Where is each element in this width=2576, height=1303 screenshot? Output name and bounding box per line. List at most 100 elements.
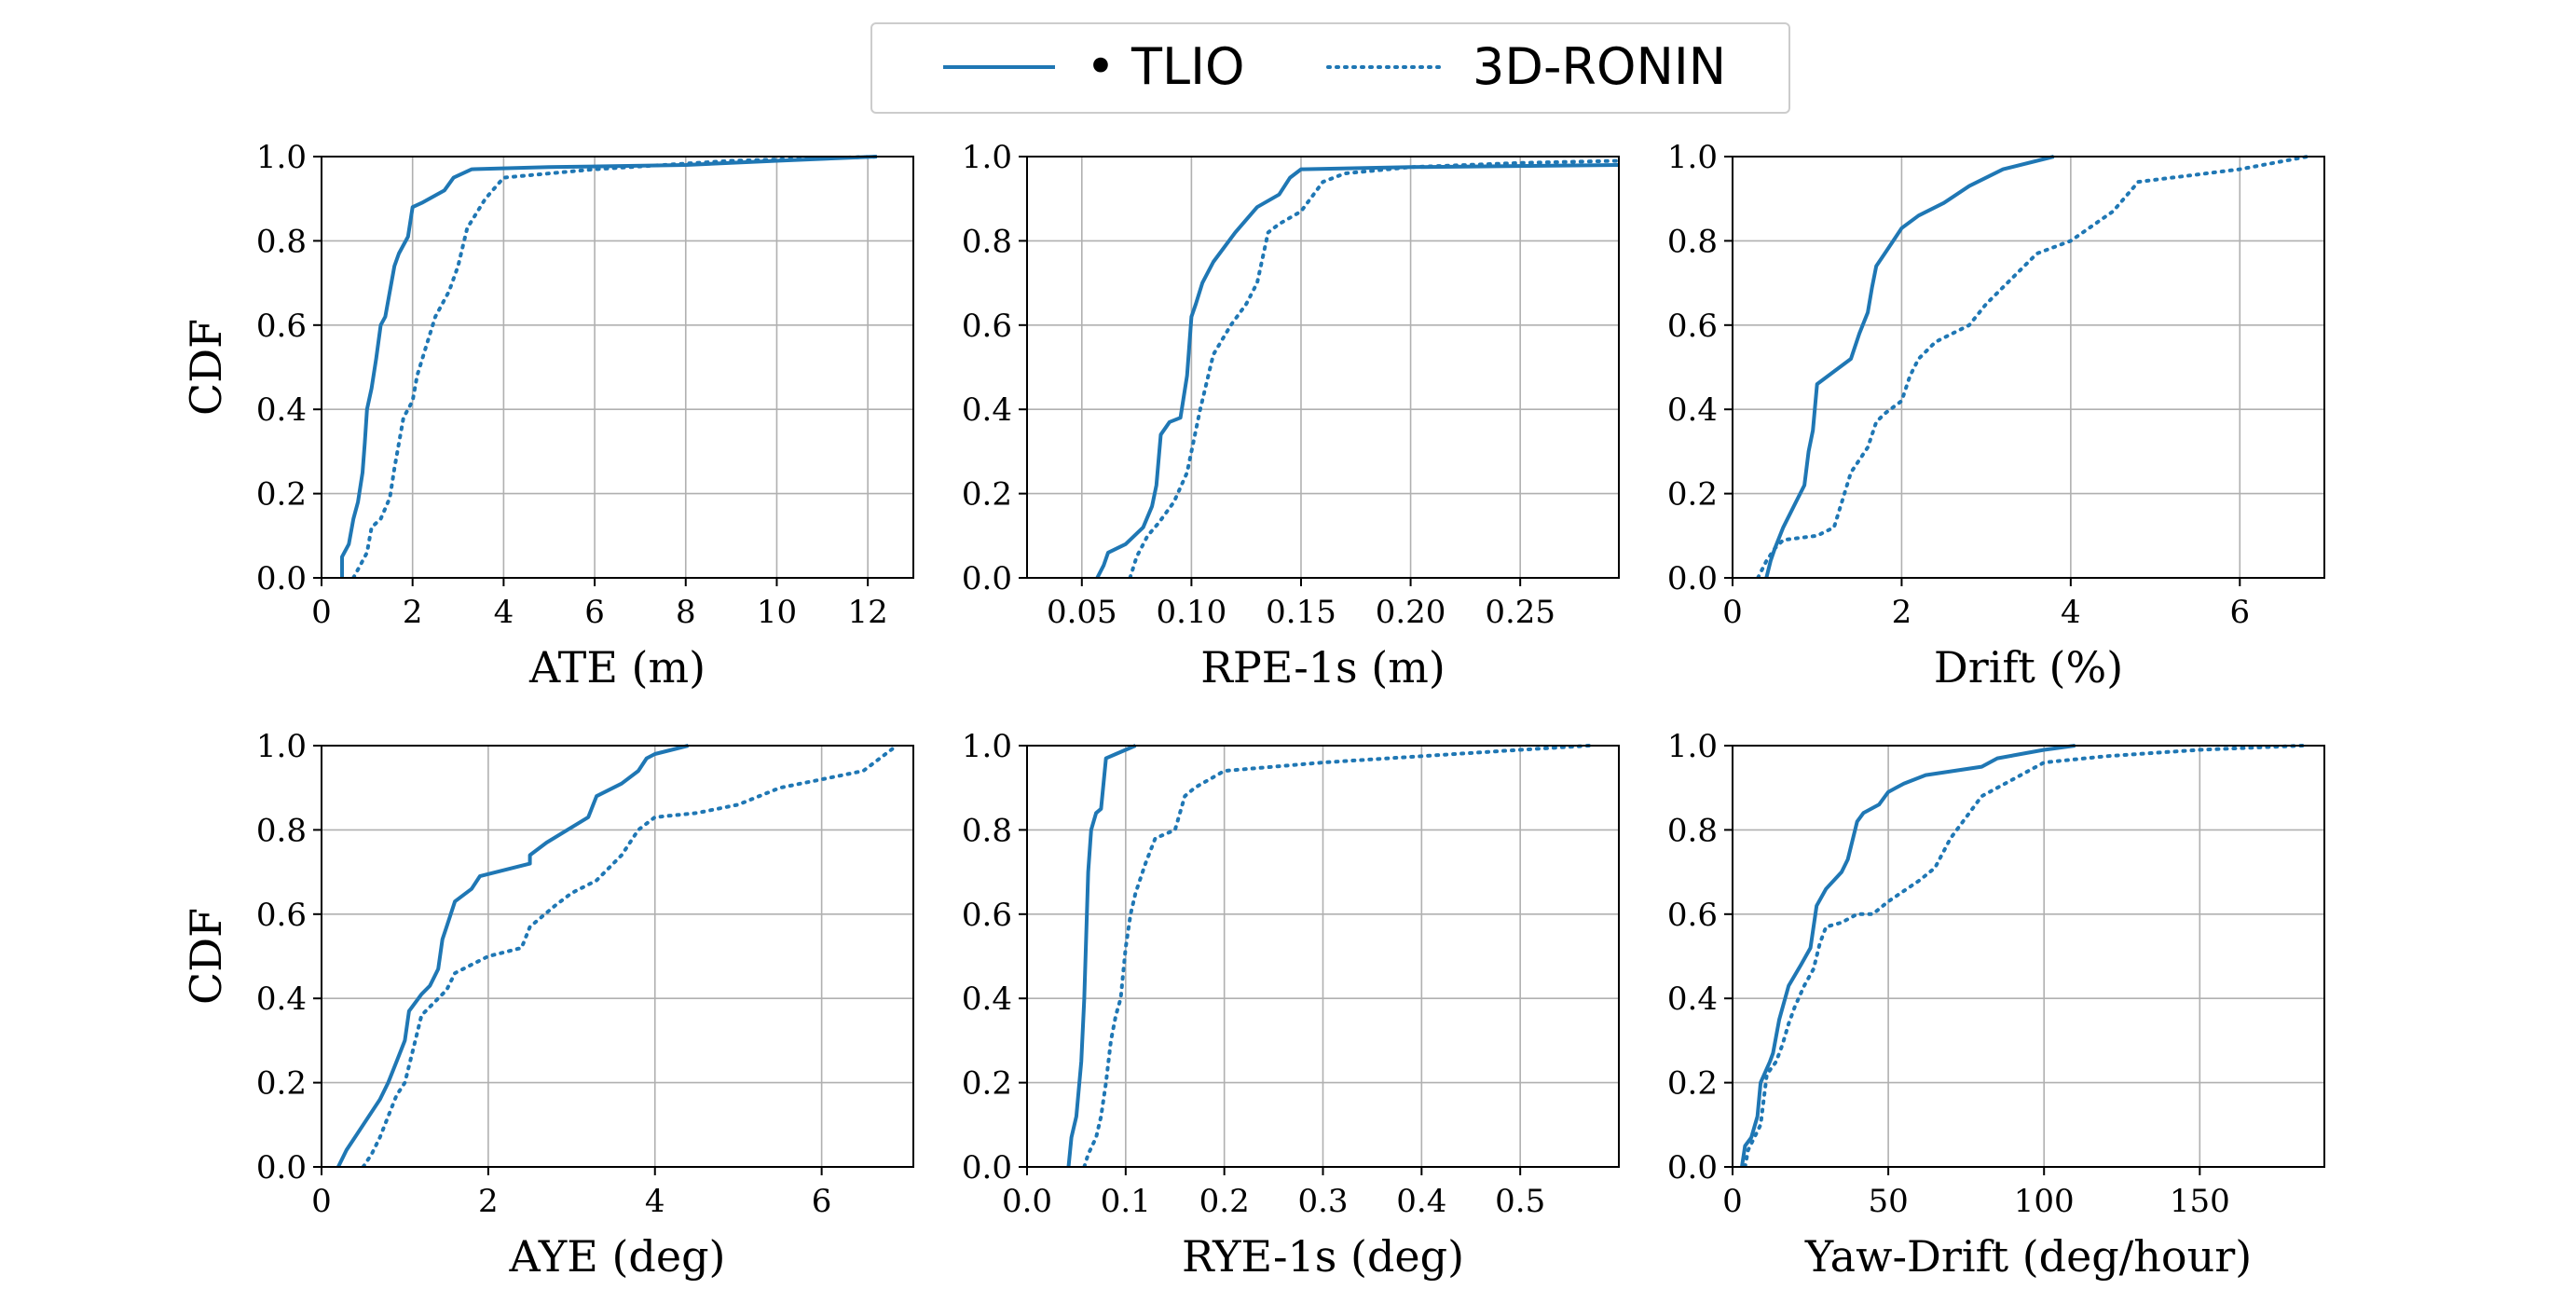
subplot-6: 0 50 100 150 0.0 0.2 0.4 0.6 0.8 1.0 Yaw-Drift (de… bbox=[1667, 728, 2325, 1282]
y-tick-label: 0.8 bbox=[1667, 223, 1718, 260]
x-tick-label: 100 bbox=[2014, 1183, 2075, 1220]
subplot-1: 0 2 4 6 8 10 12 0.0 0.2 0.4 0.6 0.8 1.0 ATE (m) CDF bbox=[181, 139, 914, 693]
y-tick-label: 0.8 bbox=[256, 223, 307, 260]
x-tick-label: 8 bbox=[676, 594, 696, 631]
legend-label-ronin: 3D-RONIN bbox=[1473, 37, 1726, 96]
y-tick-label: 0.0 bbox=[1667, 560, 1718, 597]
y-tick-label: 0.0 bbox=[962, 1149, 1012, 1186]
series-line-tlio bbox=[1740, 744, 2076, 1167]
y-tick-label: 0.0 bbox=[256, 560, 307, 597]
y-tick-label: 0.2 bbox=[256, 1065, 307, 1103]
x-tick-label: 0.0 bbox=[1002, 1183, 1052, 1220]
x-tick-label: 0 bbox=[1722, 594, 1743, 631]
x-tick-label: 0 bbox=[311, 1183, 332, 1220]
x-tick-label: 4 bbox=[494, 594, 514, 631]
axes-frame bbox=[321, 156, 914, 579]
axes-frame bbox=[1732, 156, 2325, 579]
y-tick-label: 0.8 bbox=[1667, 812, 1718, 849]
x-tick-label: 0 bbox=[311, 594, 332, 631]
series-line-3d-ronin bbox=[1756, 155, 2309, 578]
y-tick-label: 0.0 bbox=[1667, 1149, 1718, 1186]
y-tick-label: 0.2 bbox=[1667, 476, 1718, 514]
y-tick-label: 0.0 bbox=[256, 1149, 307, 1186]
y-tick-label: 1.0 bbox=[1667, 139, 1718, 176]
y-tick-label: 0.8 bbox=[962, 223, 1012, 260]
y-tick-label: 0.4 bbox=[962, 981, 1012, 1018]
x-tick-label: 4 bbox=[2061, 594, 2081, 631]
subplot-4: 0 2 4 6 0.0 0.2 0.4 0.6 0.8 1.0 AYE (deg) CDF bbox=[181, 728, 914, 1282]
y-tick-label: 0.4 bbox=[1667, 391, 1718, 429]
x-axis-label: AYE (deg) bbox=[509, 1231, 726, 1282]
x-axis-label: RYE-1s (deg) bbox=[1182, 1231, 1464, 1282]
x-tick-label: 0.10 bbox=[1157, 594, 1227, 631]
x-axis-label: Yaw-Drift (deg/hour) bbox=[1804, 1231, 2252, 1282]
legend-label-tlio: • TLIO bbox=[1086, 37, 1245, 96]
legend: • TLIO 3D-RONIN bbox=[870, 22, 1790, 114]
y-tick-label: 0.2 bbox=[1667, 1065, 1718, 1103]
y-tick-label: 0.4 bbox=[1667, 981, 1718, 1018]
x-tick-label: 0.05 bbox=[1047, 594, 1117, 631]
x-tick-label: 6 bbox=[812, 1183, 832, 1220]
y-tick-label: 1.0 bbox=[256, 139, 307, 176]
y-tick-label: 0.0 bbox=[962, 560, 1012, 597]
y-tick-label: 0.4 bbox=[256, 981, 307, 1018]
y-tick-label: 0.6 bbox=[1667, 897, 1718, 934]
series-line-3d-ronin bbox=[1743, 744, 2305, 1167]
x-tick-label: 0.25 bbox=[1485, 594, 1555, 631]
series-line-3d-ronin bbox=[351, 155, 884, 578]
series-line-tlio bbox=[340, 155, 877, 578]
axes-frame bbox=[1026, 156, 1620, 579]
subplot-2: 0.05 0.10 0.15 0.20 0.25 0.0 0.2 0.4 0.6 0.8 1.0 RP… bbox=[962, 139, 1620, 693]
x-tick-label: 0.5 bbox=[1495, 1183, 1545, 1220]
y-tick-label: 0.8 bbox=[962, 812, 1012, 849]
y-tick-label: 0.6 bbox=[256, 897, 307, 934]
x-axis-label: RPE-1s (m) bbox=[1200, 642, 1446, 693]
panels: 0 2 4 6 8 10 12 0.0 0.2 0.4 0.6 0.8 1.0 ATE (m) CDF 0.0… bbox=[181, 139, 2325, 1282]
subplot-3: 0 2 4 6 0.0 0.2 0.4 0.6 0.8 1.0 Drift (%) bbox=[1667, 139, 2325, 693]
y-tick-label: 0.4 bbox=[962, 391, 1012, 429]
axes-frame bbox=[321, 745, 914, 1168]
series-line-tlio bbox=[1764, 155, 2055, 578]
x-tick-label: 4 bbox=[645, 1183, 665, 1220]
y-tick-label: 1.0 bbox=[962, 139, 1012, 176]
series-line-3d-ronin bbox=[361, 744, 899, 1167]
x-tick-label: 2 bbox=[1892, 594, 1912, 631]
y-tick-label: 0.2 bbox=[962, 1065, 1012, 1103]
x-tick-label: 6 bbox=[2229, 594, 2250, 631]
y-tick-label: 1.0 bbox=[256, 728, 307, 765]
x-axis-label: Drift (%) bbox=[1934, 642, 2123, 693]
x-tick-label: 0.1 bbox=[1101, 1183, 1151, 1220]
y-tick-label: 0.6 bbox=[1667, 308, 1718, 345]
axes-frame bbox=[1026, 745, 1620, 1168]
y-axis-label: CDF bbox=[181, 319, 231, 416]
x-axis-label: ATE (m) bbox=[528, 642, 706, 693]
x-tick-label: 6 bbox=[584, 594, 605, 631]
x-tick-label: 150 bbox=[2170, 1183, 2230, 1220]
series-line-3d-ronin bbox=[1128, 158, 1619, 578]
y-axis-label: CDF bbox=[181, 908, 231, 1005]
subplot-5: 0.0 0.1 0.2 0.3 0.4 0.5 0.0 0.2 0.4 0.6 0.8 1.0 RYE-… bbox=[962, 728, 1620, 1282]
x-tick-label: 0.3 bbox=[1297, 1183, 1348, 1220]
axes-frame bbox=[1732, 745, 2325, 1168]
series-line-3d-ronin bbox=[1082, 744, 1592, 1167]
x-tick-label: 50 bbox=[1868, 1183, 1908, 1220]
y-tick-label: 0.2 bbox=[256, 476, 307, 514]
x-tick-label: 12 bbox=[848, 594, 888, 631]
y-tick-label: 1.0 bbox=[1667, 728, 1718, 765]
x-tick-label: 0.15 bbox=[1266, 594, 1336, 631]
y-tick-label: 0.6 bbox=[256, 308, 307, 345]
y-tick-label: 0.4 bbox=[256, 391, 307, 429]
x-tick-label: 2 bbox=[403, 594, 423, 631]
x-tick-label: 2 bbox=[478, 1183, 499, 1220]
x-tick-label: 0.2 bbox=[1199, 1183, 1250, 1220]
x-tick-label: 0.4 bbox=[1396, 1183, 1446, 1220]
y-tick-label: 0.6 bbox=[962, 308, 1012, 345]
series-line-tlio bbox=[336, 744, 689, 1167]
series-line-tlio bbox=[1095, 163, 1619, 578]
x-tick-label: 0.20 bbox=[1376, 594, 1446, 631]
y-tick-label: 0.6 bbox=[962, 897, 1012, 934]
x-tick-label: 0 bbox=[1722, 1183, 1743, 1220]
y-tick-label: 1.0 bbox=[962, 728, 1012, 765]
y-tick-label: 0.8 bbox=[256, 812, 307, 849]
